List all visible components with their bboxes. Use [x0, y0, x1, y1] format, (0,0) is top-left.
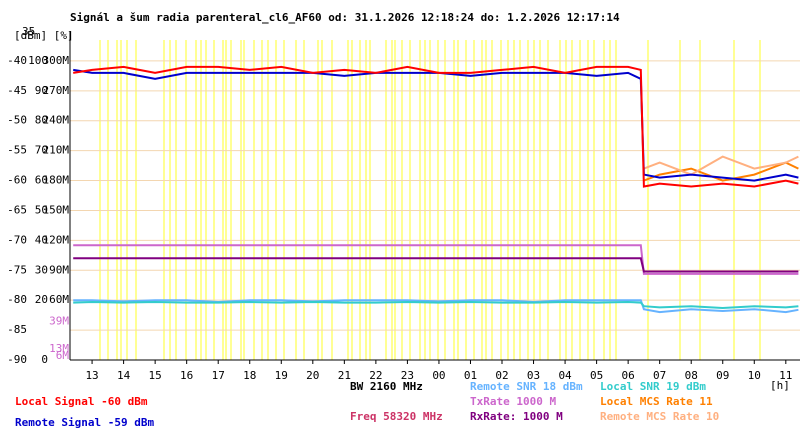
legend-entry: Local Signal -60 dBm	[15, 395, 148, 408]
percent-label: 50	[35, 203, 48, 216]
x-tick-label: 19	[275, 369, 288, 382]
series-line	[643, 155, 799, 176]
x-tick-label: 16	[180, 369, 193, 382]
rate-label: 150M	[43, 203, 70, 216]
rate-label: 300M	[43, 54, 70, 67]
x-tick-label: 05	[590, 369, 603, 382]
y-tick-label: -55	[7, 144, 27, 157]
x-tick-label: 10	[748, 369, 761, 382]
series-line	[73, 257, 799, 273]
y-tick-label: -60	[7, 174, 27, 187]
rate-label: 270M	[43, 84, 70, 97]
rate-label: 6M	[56, 349, 70, 362]
x-tick-label: 18	[243, 369, 256, 382]
frequency: Freq 58320 MHz	[350, 410, 443, 423]
x-tick-label: 22	[369, 369, 382, 382]
x-tick-label: 07	[653, 369, 666, 382]
x-tick-label: 03	[527, 369, 540, 382]
x-tick-label: 06	[622, 369, 635, 382]
percent-label: 20	[35, 293, 48, 306]
y-tick-label: -90	[7, 353, 27, 366]
legend-entry: Local SNR 19 dBm	[600, 380, 706, 393]
x-tick-label: 01	[464, 369, 477, 382]
y-tick-label: -70	[7, 233, 27, 246]
x-tick-label: 04	[558, 369, 572, 382]
percent-label: 90	[35, 84, 48, 97]
rate-label: 39M	[49, 315, 69, 328]
x-tick-label: 20	[306, 369, 319, 382]
rate-label: 13M	[49, 342, 69, 355]
rate-label: 240M	[43, 114, 70, 127]
y-tick-label: -40	[7, 54, 27, 67]
legend-entry: Remote Signal -59 dBm	[15, 416, 154, 429]
y-tick-label: -45	[7, 84, 27, 97]
x-tick-label: 21	[338, 369, 351, 382]
x-tick-label: 13	[85, 369, 98, 382]
rate-label: 210M	[43, 144, 70, 157]
rate-label: 60M	[49, 293, 69, 306]
percent-label: 70	[35, 144, 48, 157]
legend-entry: Remote MCS Rate 10	[600, 410, 719, 423]
y-tick-label: -85	[7, 323, 27, 336]
x-tick-label: 15	[149, 369, 162, 382]
bandwidth: BW 2160 MHz	[350, 380, 423, 393]
x-unit: [h]	[770, 379, 790, 392]
top-label: 35	[22, 25, 35, 38]
y-tick-label: -75	[7, 263, 27, 276]
series-line	[73, 244, 799, 275]
event-bars	[99, 40, 761, 360]
x-tick-label: 23	[401, 369, 414, 382]
percent-label: 100	[28, 54, 48, 67]
chart-title: Signál a šum radia parenteral_cl6_AF60 o…	[70, 11, 620, 24]
rate-label: 120M	[43, 233, 70, 246]
series-line	[73, 68, 799, 182]
x-tick-label: 14	[117, 369, 131, 382]
series-line	[73, 65, 799, 188]
y-units: [dBm] [%]	[14, 29, 74, 42]
percent-label: 80	[35, 114, 48, 127]
x-tick-label: 00	[432, 369, 445, 382]
x-tick-label: 17	[212, 369, 225, 382]
series-line	[73, 300, 799, 310]
rate-label: 90M	[49, 263, 69, 276]
percent-label: 40	[35, 233, 48, 246]
x-tick-label: 02	[495, 369, 508, 382]
x-tick-label: 09	[716, 369, 729, 382]
x-tick-label: 08	[685, 369, 698, 382]
percent-label: 0	[41, 353, 48, 366]
y-tick-label: -65	[7, 203, 27, 216]
y-tick-label: -50	[7, 114, 27, 127]
y-tick-label: -80	[7, 293, 27, 306]
x-tick-label: 11	[779, 369, 792, 382]
percent-label: 30	[35, 263, 48, 276]
rate-label: 180M	[43, 174, 70, 187]
percent-label: 60	[35, 174, 48, 187]
legend-entry: RxRate: 1000 M	[470, 410, 563, 423]
legend-entry: TxRate 1000 M	[470, 395, 556, 408]
legend-entry: Local MCS Rate 11	[600, 395, 713, 408]
series-line	[73, 299, 799, 314]
legend-entry: Remote SNR 18 dBm	[470, 380, 583, 393]
